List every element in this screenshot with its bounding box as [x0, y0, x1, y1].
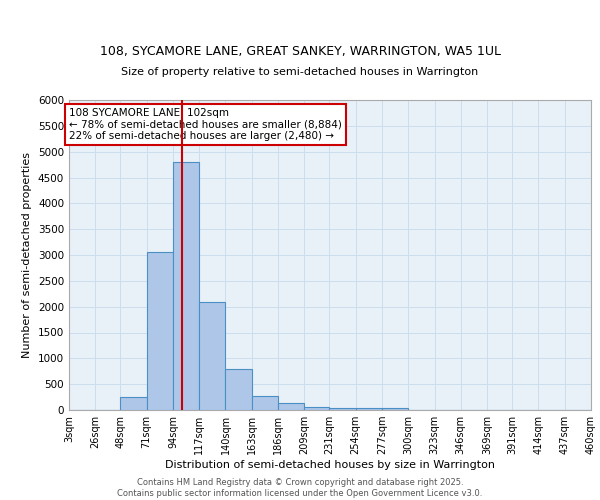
- Bar: [226, 369, 252, 410]
- Bar: [356, 408, 382, 410]
- Bar: [278, 404, 304, 410]
- Text: Contains HM Land Registry data © Crown copyright and database right 2025.
Contai: Contains HM Land Registry data © Crown c…: [118, 478, 482, 498]
- Bar: [121, 397, 146, 410]
- Bar: [173, 162, 199, 410]
- Text: Size of property relative to semi-detached houses in Warrington: Size of property relative to semi-detach…: [121, 68, 479, 78]
- X-axis label: Distribution of semi-detached houses by size in Warrington: Distribution of semi-detached houses by …: [165, 460, 495, 470]
- Bar: [146, 252, 173, 410]
- Bar: [252, 396, 278, 410]
- Bar: [382, 408, 408, 410]
- Bar: [199, 302, 226, 410]
- Bar: [329, 408, 356, 410]
- Y-axis label: Number of semi-detached properties: Number of semi-detached properties: [22, 152, 32, 358]
- Text: 108, SYCAMORE LANE, GREAT SANKEY, WARRINGTON, WA5 1UL: 108, SYCAMORE LANE, GREAT SANKEY, WARRIN…: [100, 44, 500, 58]
- Bar: [304, 407, 329, 410]
- Text: 108 SYCAMORE LANE: 102sqm
← 78% of semi-detached houses are smaller (8,884)
22% : 108 SYCAMORE LANE: 102sqm ← 78% of semi-…: [69, 108, 342, 141]
